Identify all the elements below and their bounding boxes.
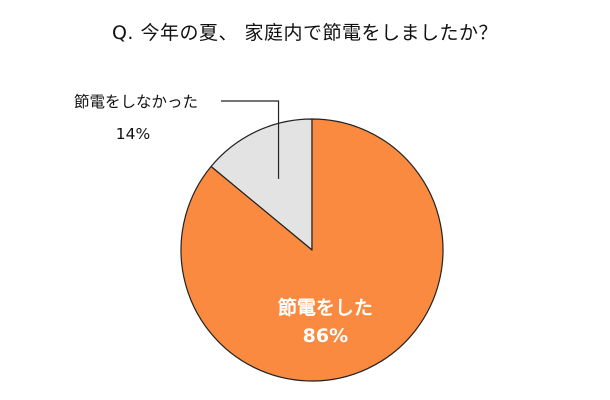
leader-line (221, 100, 280, 179)
pie-slice (210, 118, 313, 251)
slice-value-label: 86% (303, 325, 348, 347)
slice-value-label: 14% (116, 125, 150, 143)
slice-label: 節電をしなかった (74, 93, 198, 111)
slice-label: 節電をした (278, 296, 373, 319)
pie-slice (180, 118, 444, 382)
chart-title: Q. 今年の夏、 家庭内で節電をしましたか？ (111, 22, 499, 44)
